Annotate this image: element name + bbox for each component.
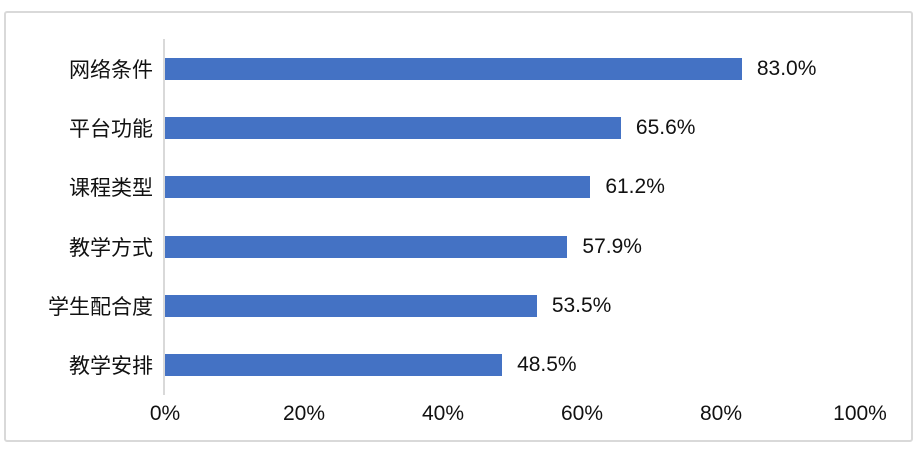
bar xyxy=(165,57,742,80)
x-axis-tick-label: 100% xyxy=(833,402,887,425)
bar-row: 教学安排 48.5% xyxy=(6,336,911,395)
bar-row: 网络条件 83.0% xyxy=(6,39,911,98)
value-label: 53.5% xyxy=(551,293,612,317)
value-label: 57.9% xyxy=(582,234,642,258)
category-label: 网络条件 xyxy=(69,58,153,82)
x-axis-tick-label: 40% xyxy=(421,402,465,425)
category-label: 教学安排 xyxy=(69,355,153,379)
bar xyxy=(165,354,503,377)
category-label: 平台功能 xyxy=(69,117,153,141)
x-axis-tick-label: 60% xyxy=(560,402,604,425)
category-label: 教学方式 xyxy=(69,236,153,260)
bar xyxy=(165,116,621,139)
x-axis-tick-label: 80% xyxy=(699,402,743,425)
bar-row: 平台功能 65.6% xyxy=(6,98,911,157)
x-axis-tick-label: 20% xyxy=(282,402,326,425)
bar-row: 学生配合度 53.5% xyxy=(6,276,911,335)
bar xyxy=(165,235,568,258)
bar-row: 教学方式 57.9% xyxy=(6,217,911,276)
chart-frame: 网络条件 83.0% 平台功能 65.6% 课程类型 61.2% 教学方式 57.9% 学生配合… xyxy=(4,11,913,442)
bar-row: 课程类型 61.2% xyxy=(6,158,911,217)
x-axis-tick-label: 0% xyxy=(149,402,181,425)
category-axis-line xyxy=(163,39,165,395)
bar xyxy=(165,176,591,199)
category-label: 课程类型 xyxy=(69,177,153,201)
value-label: 61.2% xyxy=(605,175,665,199)
value-label: 83.0% xyxy=(756,56,817,80)
category-label: 学生配合度 xyxy=(48,295,153,319)
value-label: 65.6% xyxy=(635,115,696,139)
value-label: 48.5% xyxy=(517,353,577,377)
bar xyxy=(165,294,537,317)
